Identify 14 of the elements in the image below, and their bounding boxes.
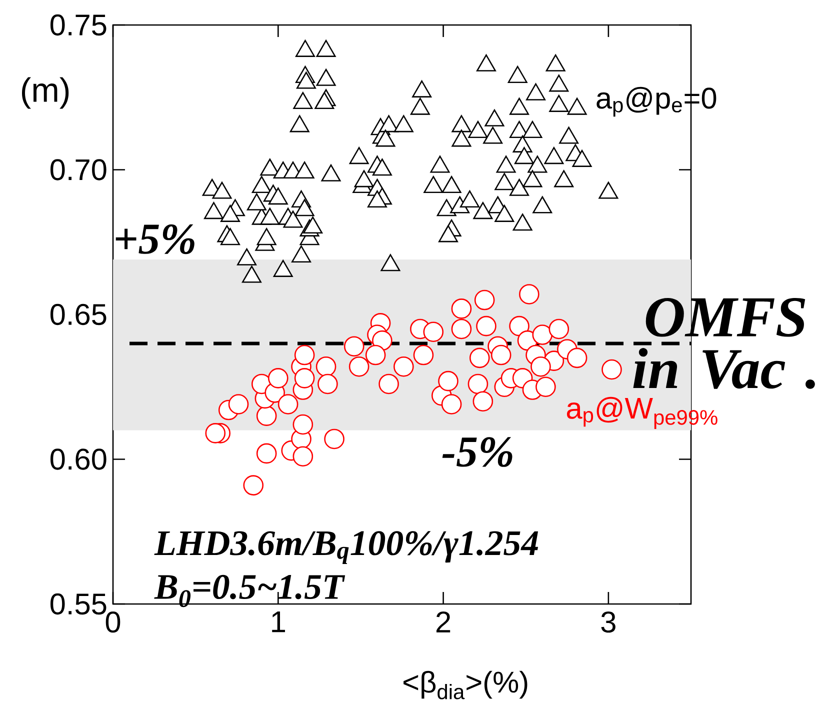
x-axis-title: <β$_{dia}$>(%) [404,670,528,700]
x-tick-label: 3 [601,612,616,633]
x-tick-label: 2 [436,612,450,632]
y-tick-label: 0.75 [50,14,106,36]
y-tick-label: 0.70 [50,159,106,180]
annotation: LHD3.6m/B$_{q}$100%/γ1.254 [154,531,538,564]
annotation: +5% [116,224,194,254]
y-tick-label: 0.55 [50,593,106,615]
y-tick-label: 0.60 [50,448,106,470]
annotation: -5% [442,437,512,467]
x-tick-label: 1 [272,612,286,632]
y-tick-label: 0.65 [50,304,106,326]
y-axis-title: (m) [22,77,69,109]
x-tick-label: 0 [106,612,120,633]
